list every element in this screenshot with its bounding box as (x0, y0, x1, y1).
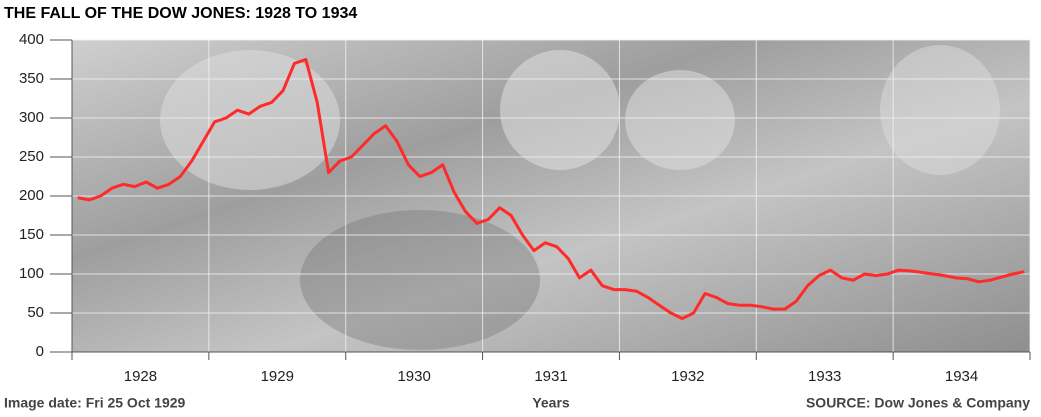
x-axis-label: Years (532, 395, 570, 411)
y-tick-label: 350 (19, 70, 44, 87)
x-tick-label: 1932 (671, 368, 704, 385)
y-tick-label: 300 (19, 109, 44, 126)
y-tick-label: 100 (19, 265, 44, 282)
x-tick-label: 1931 (534, 368, 567, 385)
photo-shade (300, 210, 540, 350)
photo-shade (500, 50, 620, 170)
photo-shade (625, 70, 735, 170)
x-tick-label: 1929 (261, 368, 294, 385)
dow-line (77, 58, 1025, 320)
source: SOURCE: Dow Jones & Company (806, 395, 1030, 411)
chart-title: THE FALL OF THE DOW JONES: 1928 TO 1934 (4, 5, 357, 22)
x-tick-label: 1933 (808, 368, 841, 385)
y-tick-label: 250 (19, 148, 44, 165)
x-tick-label: 1934 (945, 368, 978, 385)
x-tick-label: 1930 (397, 368, 430, 385)
y-tick-label: 150 (19, 226, 44, 243)
y-tick-label: 200 (19, 187, 44, 204)
photo-shade (160, 50, 340, 190)
image-date: Image date: Fri 25 Oct 1929 (4, 395, 186, 411)
photo-shade (880, 45, 1000, 175)
y-tick-label: 50 (27, 304, 44, 321)
y-tick-label: 400 (19, 31, 44, 48)
y-tick-label: 0 (36, 343, 44, 360)
x-tick-label: 1928 (124, 368, 157, 385)
